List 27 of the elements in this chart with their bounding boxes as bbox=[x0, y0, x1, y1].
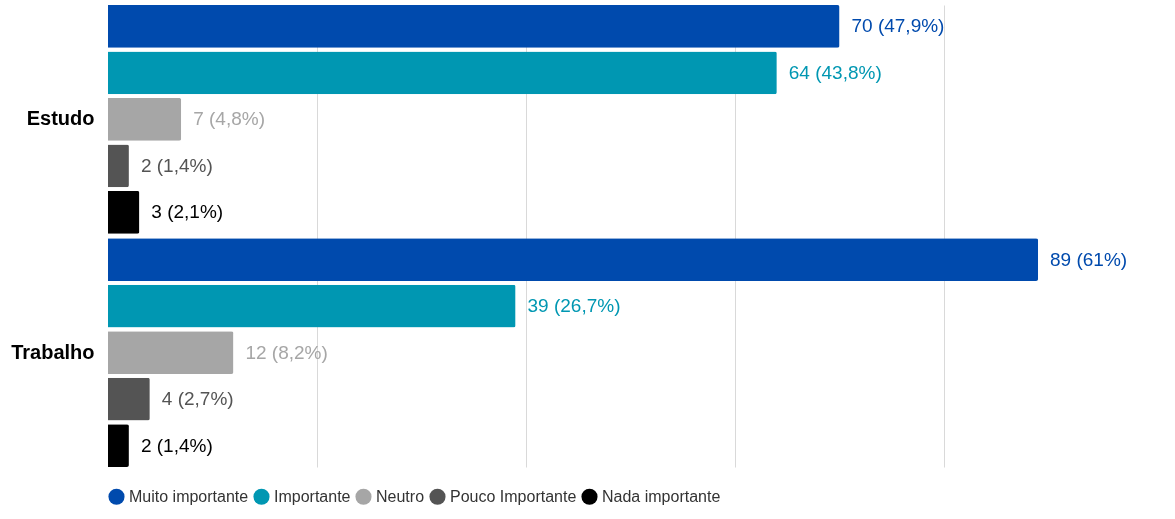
data-label: 2 (1,4%) bbox=[140, 154, 213, 176]
data-label: 39 (26,7%) bbox=[527, 295, 621, 317]
data-label: 70 (47,9%) bbox=[851, 15, 945, 37]
y-tick-label: Trabalho bbox=[11, 340, 95, 363]
y-tick-label: Estudo bbox=[26, 107, 95, 130]
legend-label: Pouco Importante bbox=[450, 487, 577, 505]
bar bbox=[108, 331, 234, 375]
legend-label: Nada importante bbox=[602, 487, 721, 505]
data-label: 12 (8,2%) bbox=[245, 341, 328, 363]
bar bbox=[108, 190, 140, 234]
bar bbox=[108, 5, 840, 48]
legend-label: Muito importante bbox=[129, 487, 249, 505]
bar bbox=[108, 284, 516, 328]
bar bbox=[108, 51, 777, 95]
data-label: 7 (4,8%) bbox=[193, 108, 265, 130]
bar bbox=[108, 97, 182, 141]
data-label: 2 (1,4%) bbox=[140, 434, 213, 456]
legend-label: Neutro bbox=[376, 487, 425, 505]
data-label: 4 (2,7%) bbox=[161, 388, 234, 410]
data-label: 89 (61%) bbox=[1050, 248, 1128, 270]
bar bbox=[108, 144, 129, 188]
bar bbox=[108, 377, 150, 421]
bar bbox=[108, 424, 129, 467]
data-label: 3 (2,1%) bbox=[151, 201, 224, 223]
legend-label: Importante bbox=[274, 487, 351, 505]
bar bbox=[108, 238, 1039, 282]
data-label: 64 (43,8%) bbox=[788, 61, 882, 83]
